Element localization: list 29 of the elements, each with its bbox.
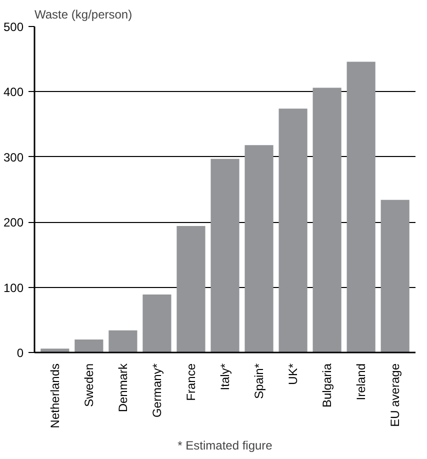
x-tick-label: EU average [388,363,402,427]
x-tick-label: UK* [286,363,300,385]
y-axis-title: Waste (kg/person) [34,8,132,22]
y-tick-label: 0 [16,346,24,360]
bar [380,200,410,352]
y-tick-label: 200 [3,216,24,230]
x-tick-label: Netherlands [48,363,62,428]
bar [346,62,376,352]
x-tick-label: Italy* [218,363,232,390]
x-tick-label: Germany* [150,363,164,418]
y-tick-label: 100 [3,280,24,295]
x-tick-label: Sweden [82,363,96,407]
bar [176,226,206,352]
bar [74,339,104,352]
x-tick-label: Denmark [116,362,130,412]
bar [278,108,308,352]
y-tick-label: 300 [3,150,24,164]
x-tick-label: Spain* [252,363,266,399]
x-tick-label: Bulgaria [320,363,334,408]
y-tick-label: 500 [3,20,24,34]
bar [142,294,172,352]
y-tick-label: 400 [3,85,24,100]
x-tick-label: France [184,363,198,401]
x-tick-label: Ireland [354,363,368,400]
text: * Estimated figure [178,438,273,452]
bar [312,88,342,352]
bar [244,145,274,352]
bar [210,158,240,352]
bar [108,330,138,352]
